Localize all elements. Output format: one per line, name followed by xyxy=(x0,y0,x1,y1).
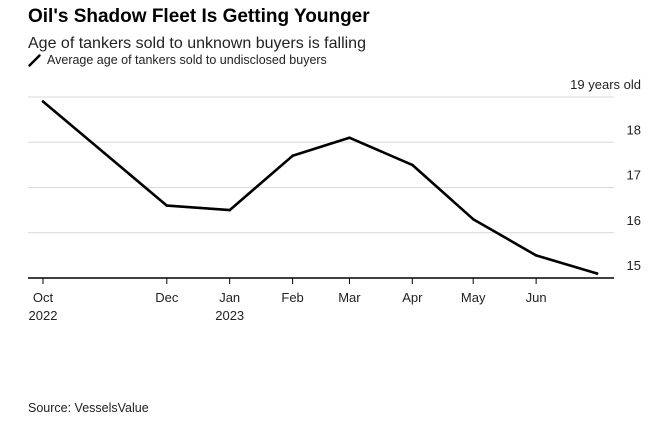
data-point xyxy=(595,272,599,275)
data-point xyxy=(411,163,414,167)
x-tick-label: May xyxy=(461,290,486,305)
chart-title: Oil's Shadow Fleet Is Getting Younger xyxy=(28,6,370,27)
y-tick-label: 17 xyxy=(627,168,641,183)
y-tick-label: 16 xyxy=(627,213,641,228)
source-note: Source: VesselsValue xyxy=(28,401,149,415)
series-layer xyxy=(41,100,599,275)
data-point xyxy=(471,217,475,221)
legend-label: Average age of tankers sold to undisclos… xyxy=(47,53,327,67)
x-tick-year-label: 2023 xyxy=(215,308,244,323)
x-tick-label: Oct xyxy=(33,290,54,305)
x-tick-label: Jun xyxy=(526,290,547,305)
legend-line-icon xyxy=(28,53,41,67)
x-axis: Oct 2022 Dec Jan 2023 Feb Mar Apr May Jun xyxy=(28,277,614,323)
grid-lines xyxy=(28,96,614,234)
x-tick-label: Apr xyxy=(402,290,423,305)
x-tick-label: Jan xyxy=(219,290,240,305)
data-point xyxy=(41,100,45,103)
data-point xyxy=(534,254,538,257)
data-point xyxy=(291,154,294,158)
y-tick-label: 19 years old xyxy=(570,77,641,92)
y-tick-label: 18 xyxy=(627,122,641,137)
data-point xyxy=(228,208,231,212)
y-axis: 19 years old 18 17 16 15 xyxy=(570,77,641,273)
x-tick-label: Mar xyxy=(338,290,361,305)
y-tick-label: 15 xyxy=(627,258,641,273)
data-point xyxy=(165,204,169,207)
chart-subtitle: Age of tankers sold to unknown buyers is… xyxy=(28,35,366,52)
data-point xyxy=(348,136,351,140)
x-tick-year-label: 2022 xyxy=(29,308,58,323)
x-tick-label: Feb xyxy=(281,290,303,305)
legend: Average age of tankers sold to undisclos… xyxy=(28,53,327,67)
x-tick-label: Dec xyxy=(155,290,179,305)
